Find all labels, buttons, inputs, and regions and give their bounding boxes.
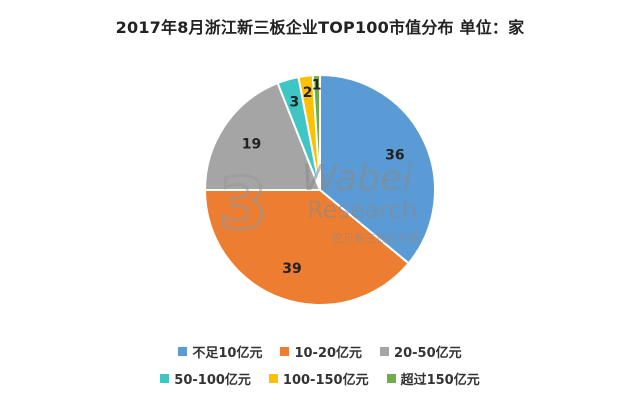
watermark-line3: 挖贝新三板研究院 (332, 231, 420, 245)
pie-slice (319, 73, 436, 265)
legend-label: 20-50亿元 (394, 346, 462, 361)
data-label: 19 (242, 136, 261, 152)
legend-item: 100-150亿元 (268, 369, 369, 388)
watermark: 3 Wabei Research 挖贝新三板研究院 (217, 158, 420, 247)
legend-label: 100-150亿元 (282, 373, 369, 388)
data-label: 2 (303, 85, 313, 101)
legend-swatch (160, 374, 170, 383)
legend-swatch (386, 374, 396, 383)
chart-title: 2017年8月浙江新三板企业TOP100市值分布 单位：家 (115, 18, 525, 37)
watermark-line2: Research (307, 196, 417, 224)
data-labels: 36 39 19 32 1 (242, 77, 405, 277)
data-label: 39 (282, 261, 301, 277)
legend-item: 超过150亿元 (386, 369, 480, 388)
legend-swatch (280, 347, 290, 356)
legend-swatch (268, 374, 278, 383)
legend-label: 不足10亿元 (192, 346, 263, 361)
legend-row-1: 不足10亿元 10-20亿元 20-50亿元 (0, 342, 640, 361)
legend-swatch (380, 347, 390, 356)
legend-item: 不足10亿元 (178, 342, 262, 361)
pie-slice (203, 81, 322, 191)
legend-item: 50-100亿元 (160, 369, 251, 388)
legend-label: 10-20亿元 (294, 346, 363, 361)
pie-slices (203, 73, 436, 306)
data-label: 3 (289, 95, 299, 111)
legend-swatch (178, 347, 188, 356)
pie-slice (203, 189, 411, 306)
legend-label: 50-100亿元 (174, 373, 251, 388)
watermark-logo: 3 (219, 163, 268, 245)
data-label: 36 (385, 148, 404, 164)
pie-slice (311, 73, 321, 191)
legend-item: 10-20亿元 (280, 342, 362, 361)
data-label: 1 (312, 77, 322, 93)
legend-item: 20-50亿元 (380, 342, 462, 361)
legend-row-2: 50-100亿元 100-150亿元 超过150亿元 (0, 369, 640, 388)
watermark-line1: Wabei (302, 158, 413, 199)
legend-label: 超过150亿元 (400, 373, 480, 388)
